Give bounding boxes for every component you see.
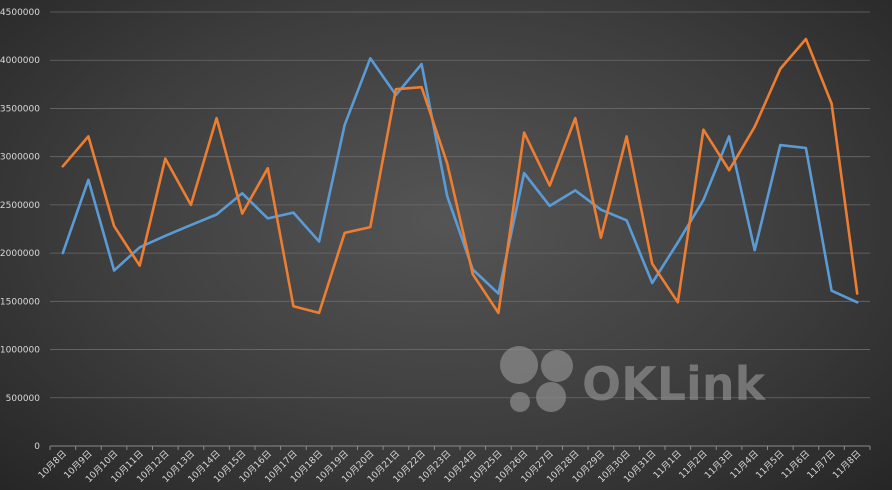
y-tick-label: 1000000 — [0, 346, 40, 356]
series — [61, 37, 859, 315]
y-tick-label: 2500000 — [0, 201, 40, 211]
series-1 — [61, 57, 859, 304]
watermark-text: OKLink — [582, 357, 767, 411]
watermark-dot-medium-icon — [541, 350, 573, 382]
watermark-dot-small-icon — [510, 392, 530, 412]
y-tick-label: 4500000 — [0, 8, 40, 18]
y-tick-label: 0 — [34, 442, 40, 452]
oklink-watermark: OKLink — [500, 346, 767, 412]
y-tick-label: 3000000 — [0, 153, 40, 163]
y-axis-ticks: 0 500000 1000000 1500000 2000000 2500000 30000… — [0, 8, 40, 452]
series-2-line — [61, 37, 859, 315]
x-axis-ticks: 10月8日10月9日10月10日10月11日10月12日10月13日10月14日… — [36, 446, 871, 485]
y-tick-label: 2000000 — [0, 249, 40, 259]
watermark-dot-large-icon — [500, 346, 538, 384]
y-tick-label: 1500000 — [0, 297, 40, 307]
y-tick-label: 4000000 — [0, 56, 40, 66]
watermark-dot-medium-icon — [536, 382, 566, 412]
y-tick-label: 500000 — [6, 394, 41, 404]
x-tick-label: 11月8日 — [831, 448, 864, 481]
y-tick-label: 3500000 — [0, 104, 40, 114]
grid — [50, 11, 870, 447]
series-1-line — [61, 57, 859, 304]
series-2 — [61, 37, 859, 315]
